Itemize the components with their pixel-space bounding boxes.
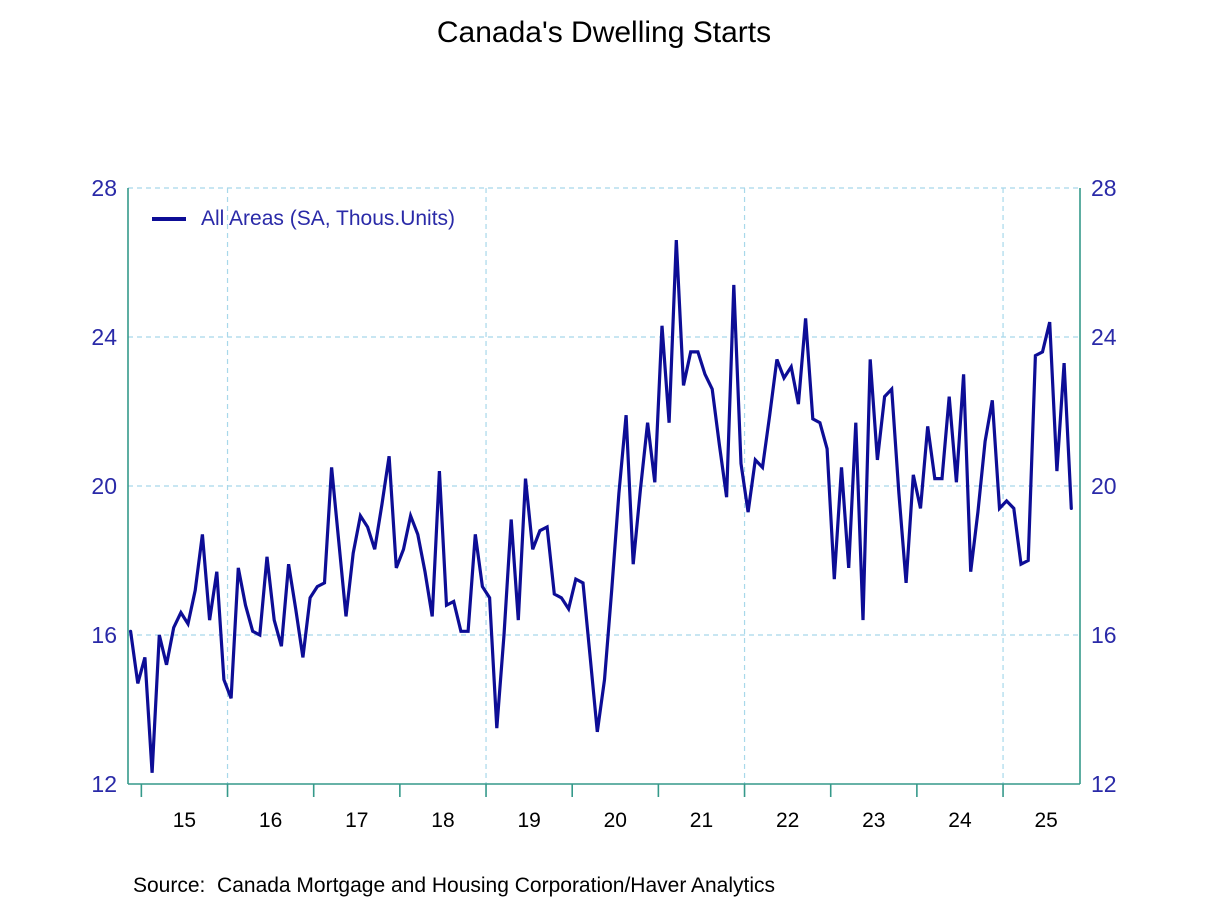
x-tick-label: 25 xyxy=(1034,809,1057,832)
y-tick-label-right: 12 xyxy=(1091,771,1117,797)
y-tick-label-left: 20 xyxy=(91,473,117,499)
x-tick-label: 15 xyxy=(173,809,196,832)
x-tick-label: 21 xyxy=(690,809,713,832)
y-tick-label-right: 28 xyxy=(1091,175,1117,201)
legend: All Areas (SA, Thous.Units) xyxy=(152,206,455,232)
x-tick-label: 16 xyxy=(259,809,282,832)
y-tick-label-right: 20 xyxy=(1091,473,1117,499)
y-tick-label-left: 12 xyxy=(91,771,117,797)
source-note: Source: Canada Mortgage and Housing Corp… xyxy=(133,874,776,897)
y-tick-label-left: 24 xyxy=(91,324,117,350)
x-tick-label: 18 xyxy=(431,809,454,832)
x-tick-label: 20 xyxy=(604,809,627,832)
y-tick-label-left: 28 xyxy=(91,175,117,201)
x-tick-label: 23 xyxy=(862,809,885,832)
y-tick-label-right: 24 xyxy=(1091,324,1117,350)
y-tick-label-right: 16 xyxy=(1091,622,1117,648)
chart-title: Canada's Dwelling Starts xyxy=(436,16,772,49)
legend-line-swatch-icon xyxy=(152,217,186,221)
x-tick-label: 19 xyxy=(517,809,540,832)
x-tick-label: 24 xyxy=(948,809,972,832)
y-tick-label-left: 16 xyxy=(91,622,117,648)
legend-series-label: All Areas (SA, Thous.Units) xyxy=(201,207,456,230)
data-line-all-areas xyxy=(129,240,1073,773)
x-tick-label: 22 xyxy=(776,809,799,832)
x-tick-label: 17 xyxy=(345,809,368,832)
